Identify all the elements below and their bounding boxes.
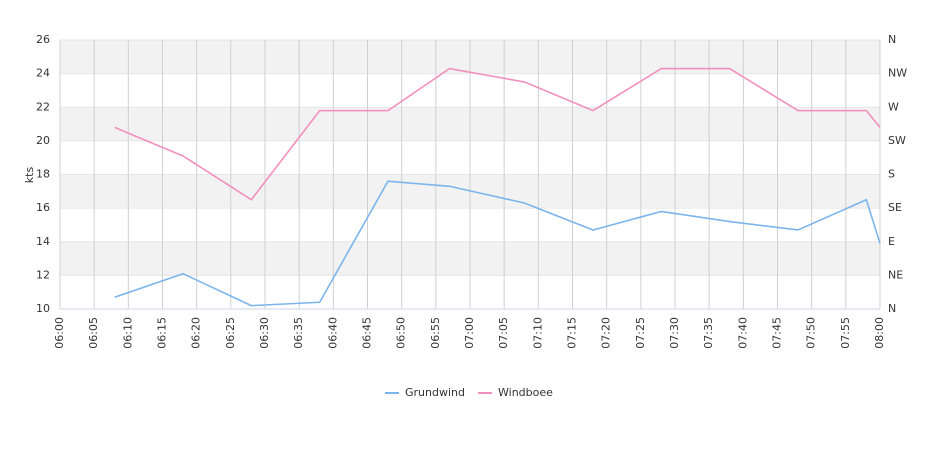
x-tick-label: 07:10 [531,317,544,349]
x-tick-label: 07:20 [600,317,613,349]
x-tick-label: 06:10 [121,317,134,349]
legend-label: Windboee [498,386,553,399]
x-tick-label: 07:45 [771,317,784,349]
y-tick-label: 22 [36,100,50,113]
y-tick-label: 26 [36,33,50,46]
y-tick-label: 12 [36,268,50,281]
x-tick-label: 06:20 [190,317,203,349]
x-tick-label: 07:25 [634,317,647,349]
x-tick-label: 07:35 [702,317,715,349]
y-tick-label: 20 [36,134,50,147]
y-tick-label: 14 [36,235,50,248]
x-tick-label: 06:55 [429,317,442,349]
x-tick-label: 07:15 [566,317,579,349]
x-tick-label: 06:40 [326,317,339,349]
y2-tick-label: E [888,235,895,248]
y2-tick-label: NW [888,67,907,80]
y-tick-label: 10 [36,302,50,315]
y2-tick-label: W [888,100,899,113]
x-tick-label: 07:55 [839,317,852,349]
y2-tick-label: SE [888,201,902,214]
x-tick-label: 06:45 [361,317,374,349]
x-tick-label: 06:15 [156,317,169,349]
x-tick-label: 07:05 [497,317,510,349]
y-tick-label: 24 [36,67,50,80]
y2-tick-label: NE [888,268,903,281]
y-tick-label: 16 [36,201,50,214]
x-tick-label: 08:00 [873,317,886,349]
y-tick-label: 18 [36,168,50,181]
x-tick-label: 07:30 [668,317,681,349]
x-tick-label: 07:40 [736,317,749,349]
x-tick-label: 06:35 [292,317,305,349]
series-line [114,180,881,307]
x-tick-label: 06:25 [224,317,237,349]
x-tick-label: 07:50 [805,317,818,349]
y2-tick-label: SW [888,134,906,147]
series-line [114,67,881,201]
y2-tick-label: N [888,302,896,315]
x-tick-label: 06:30 [258,317,271,349]
x-tick-label: 06:00 [53,317,66,349]
y2-tick-label: N [888,33,896,46]
y-axis-label: kts [23,167,36,184]
x-tick-label: 07:00 [463,317,476,349]
x-tick-label: 06:50 [395,317,408,349]
x-tick-label: 06:05 [87,317,100,349]
y2-tick-label: S [888,168,895,181]
legend-label: Grundwind [405,386,465,399]
